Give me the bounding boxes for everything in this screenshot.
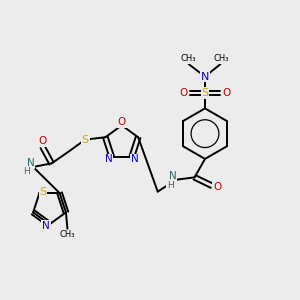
Text: CH₃: CH₃ <box>180 54 196 63</box>
Text: N: N <box>105 154 112 164</box>
Text: N: N <box>27 158 34 168</box>
Text: O: O <box>118 117 126 127</box>
Text: S: S <box>82 135 89 145</box>
Text: H: H <box>23 167 30 176</box>
Text: S: S <box>39 187 46 196</box>
Text: O: O <box>179 88 188 98</box>
Text: N: N <box>42 221 50 231</box>
Text: O: O <box>213 182 221 192</box>
Text: N: N <box>201 72 209 82</box>
Text: N: N <box>131 154 139 164</box>
Text: N: N <box>169 171 176 181</box>
Text: CH₃: CH₃ <box>213 54 229 63</box>
Text: S: S <box>201 88 208 98</box>
Text: O: O <box>38 136 47 146</box>
Text: H: H <box>167 181 174 190</box>
Text: CH₃: CH₃ <box>60 230 75 239</box>
Text: O: O <box>223 88 231 98</box>
